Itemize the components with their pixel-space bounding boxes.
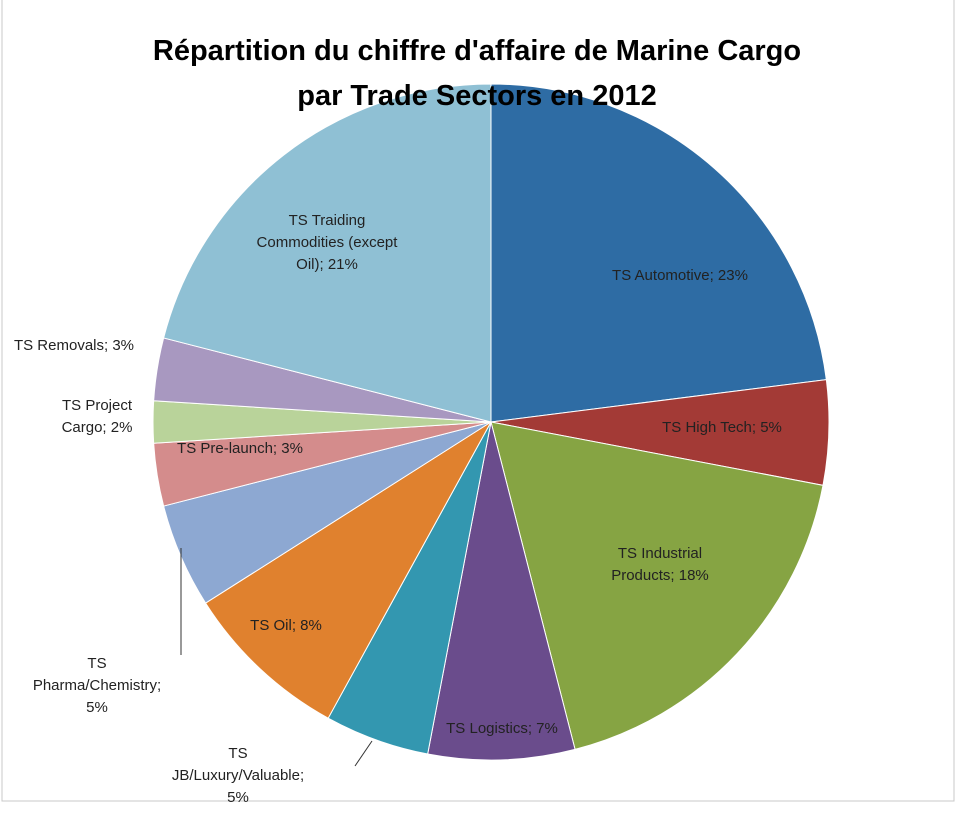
pie-slice bbox=[204, 421, 492, 719]
data-label: TS Traiding Commodities (except Oil); 21% bbox=[257, 212, 399, 273]
pie-slice bbox=[490, 421, 824, 750]
data-label: TS Project Cargo; 2% bbox=[62, 397, 133, 436]
data-label: TS Logistics; 7% bbox=[446, 720, 558, 737]
data-label: TS JB/Luxury/Valuable; 5% bbox=[172, 745, 304, 806]
pie-slice bbox=[427, 421, 576, 761]
data-label: TS Oil; 8% bbox=[250, 617, 322, 634]
data-label: TS Removals; 3% bbox=[14, 337, 134, 354]
pie-slice bbox=[163, 83, 492, 423]
chart-title: Répartition du chiffre d'affaire de Mari… bbox=[153, 35, 801, 67]
pie bbox=[152, 83, 830, 761]
data-label: TS Pre-launch; 3% bbox=[177, 440, 303, 457]
data-label: TS Pharma/Chemistry; 5% bbox=[33, 655, 161, 716]
data-label: TS Industrial Products; 18% bbox=[611, 545, 709, 584]
chart-title: par Trade Sectors en 2012 bbox=[297, 80, 656, 112]
data-label: TS High Tech; 5% bbox=[662, 419, 782, 436]
leader-line bbox=[354, 740, 373, 767]
data-label: TS Automotive; 23% bbox=[612, 267, 748, 284]
labels: TS Automotive; 23% TS High Tech; 5% TS Ind… bbox=[14, 212, 782, 806]
pie-slice bbox=[490, 83, 827, 423]
